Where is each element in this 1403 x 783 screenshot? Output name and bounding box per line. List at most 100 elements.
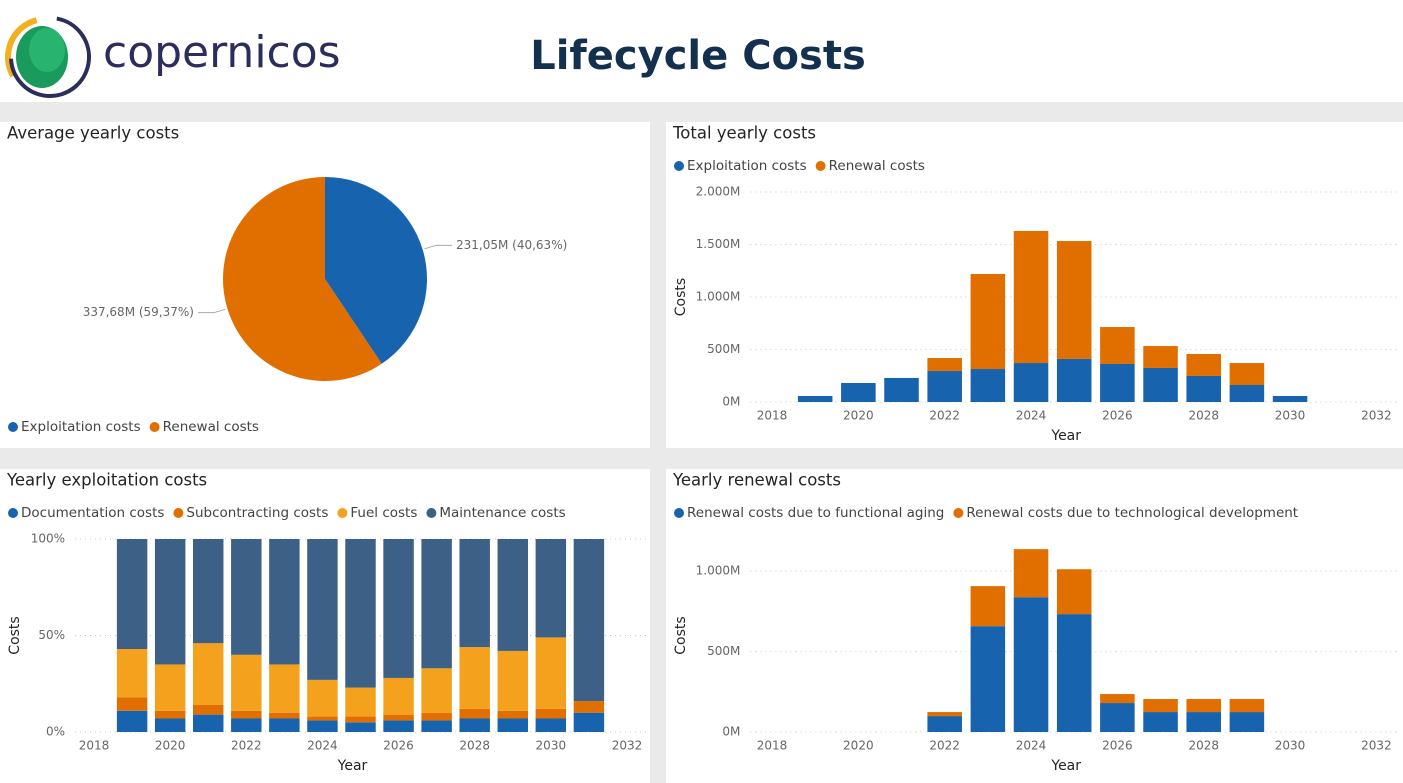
bar-segment (269, 539, 300, 665)
bar-segment (307, 679, 338, 717)
bar-segment (1186, 354, 1221, 376)
bar-segment (970, 369, 1006, 402)
legend-label: Renewal costs (163, 419, 259, 435)
bar-segment (573, 712, 605, 732)
bar-segment (1229, 384, 1265, 402)
bar-segment (269, 718, 300, 732)
bar-segment (154, 718, 186, 732)
header (0, 0, 1403, 102)
bar-segment (459, 539, 490, 648)
x-tick-label: 2028 (1188, 739, 1219, 753)
legend-label: Renewal costs due to technological devel… (966, 505, 1298, 521)
bar-segment (1229, 363, 1265, 385)
data-label: 337,68M (59,37%) (83, 305, 194, 319)
legend-marker (953, 508, 964, 518)
bar-segment (497, 710, 528, 719)
bar-segment (927, 712, 962, 717)
x-axis-title: Year (1050, 428, 1081, 444)
logo-mark (4, 15, 91, 98)
bar-segment (193, 704, 224, 715)
x-tick-label: 2026 (383, 739, 414, 753)
bar-segment (1056, 241, 1092, 359)
bar-segment (970, 274, 1006, 370)
bar-segment (1143, 712, 1178, 732)
bar-segment (459, 708, 490, 719)
bar-segment (927, 371, 962, 402)
bar-segment (345, 539, 376, 688)
bar-segment (535, 718, 567, 732)
x-axis-title: Year (337, 758, 368, 774)
y-tick-label: 1.000M (696, 564, 741, 578)
y-tick-label: 2.000M (696, 185, 741, 199)
x-tick-label: 2020 (843, 409, 874, 423)
bar-segment (927, 716, 962, 732)
legend-label: Exploitation costs (21, 419, 141, 435)
x-tick-label: 2018 (757, 739, 788, 753)
bar-segment (535, 637, 567, 709)
bar-segment (573, 701, 605, 713)
bar-segment (459, 718, 490, 732)
bar-segment (307, 716, 338, 721)
x-tick-label: 2020 (843, 739, 874, 753)
x-tick-label: 2030 (1275, 739, 1306, 753)
x-tick-label: 2028 (459, 739, 490, 753)
x-tick-label: 2032 (1361, 739, 1392, 753)
x-tick-label: 2022 (929, 409, 960, 423)
bar-segment (307, 720, 338, 732)
bar-segment (345, 716, 376, 723)
legend-label: Exploitation costs (687, 158, 807, 174)
bar-segment (1143, 699, 1178, 713)
x-tick-label: 2022 (231, 739, 262, 753)
legend-marker (337, 508, 348, 518)
bar-segment (1056, 614, 1092, 732)
bar-segment (535, 708, 567, 719)
y-tick-label: 0M (722, 725, 740, 739)
bar-segment (231, 710, 262, 719)
legend-marker (674, 508, 684, 518)
bar-segment (1013, 597, 1049, 732)
x-tick-label: 2026 (1102, 739, 1133, 753)
y-tick-label: 1.000M (696, 290, 741, 304)
bar-segment (116, 649, 148, 698)
legend-marker (426, 508, 437, 518)
bar-segment (797, 396, 833, 402)
bar-segment (970, 626, 1006, 732)
bar-segment (421, 720, 452, 732)
x-tick-label: 2026 (1102, 409, 1133, 423)
x-tick-label: 2018 (79, 739, 110, 753)
panel-title: Yearly exploitation costs (6, 471, 207, 490)
bar-segment (497, 650, 528, 711)
legend-marker (8, 508, 18, 518)
bar-segment (970, 586, 1006, 627)
bar-segment (1186, 375, 1221, 402)
bar-segment (884, 377, 919, 402)
legend-label: Subcontracting costs (186, 505, 328, 521)
legend-label: Maintenance costs (439, 505, 565, 521)
page-title: Lifecycle Costs (530, 33, 866, 79)
x-tick-label: 2020 (155, 739, 186, 753)
x-tick-label: 2022 (929, 739, 960, 753)
bar-segment (1143, 346, 1178, 368)
x-tick-label: 2030 (536, 739, 567, 753)
x-tick-label: 2018 (757, 409, 788, 423)
legend-label: Renewal costs due to functional aging (687, 505, 944, 521)
bar-segment (231, 539, 262, 655)
y-axis-title: Costs (673, 616, 689, 654)
pie-slice (223, 177, 382, 382)
y-tick-label: 100% (31, 532, 65, 546)
bar-segment (1186, 712, 1221, 732)
bar-segment (1056, 569, 1092, 615)
bar-segment (383, 720, 414, 732)
leader-line (197, 308, 226, 314)
bar-segment (1013, 230, 1049, 364)
y-tick-label: 50% (38, 628, 65, 642)
bar-segment (383, 714, 414, 721)
y-tick-label: 500M (707, 342, 740, 356)
bar-segment (1229, 712, 1265, 732)
bar-segment (497, 718, 528, 732)
y-tick-label: 1.500M (696, 237, 741, 251)
logo-text: copernicos (103, 27, 341, 78)
legend-marker (149, 422, 160, 432)
bar-segment (345, 687, 376, 717)
panel-title: Average yearly costs (7, 124, 179, 143)
